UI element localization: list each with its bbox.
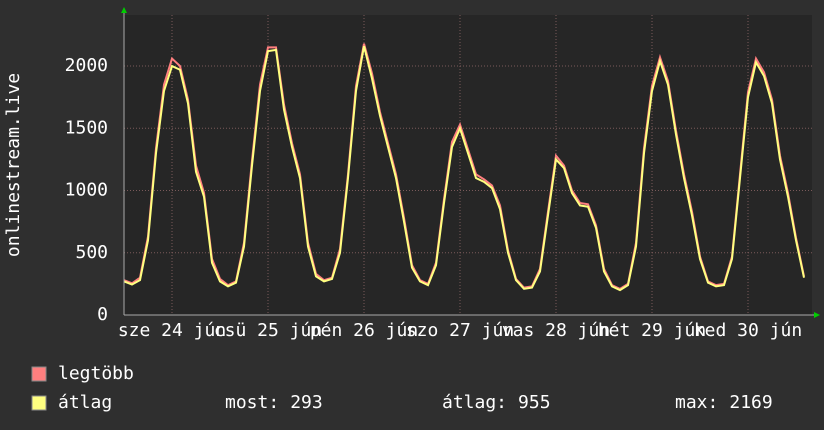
legend-label: legtöbb xyxy=(58,363,134,384)
stat-value: 293 xyxy=(290,392,323,413)
x-tick-label: vas 28 jún xyxy=(502,320,610,341)
y-tick-label: 500 xyxy=(75,242,108,263)
y-tick-label: 1500 xyxy=(65,117,108,138)
x-tick-label: sze 24 jún xyxy=(118,320,226,341)
x-tick-label: csü 25 jún xyxy=(214,320,322,341)
stat-label: most: xyxy=(225,392,279,413)
y-axis-label: onlinestream.live xyxy=(3,73,24,257)
x-tick-label: pén 26 jún xyxy=(310,320,418,341)
legend-label: átlag xyxy=(58,392,112,413)
y-tick-label: 2000 xyxy=(65,55,108,76)
legend-swatch xyxy=(31,395,47,411)
stat-label: átlag: xyxy=(442,392,507,413)
y-tick-label: 0 xyxy=(97,304,108,325)
plot-area xyxy=(124,15,812,315)
stat-value: 2169 xyxy=(729,392,772,413)
y-tick-label: 1000 xyxy=(65,180,108,201)
x-axis-arrow xyxy=(814,312,820,318)
x-tick-label: hét 29 jún xyxy=(598,320,706,341)
legend-swatch xyxy=(31,366,47,382)
y-axis-arrow xyxy=(121,7,127,13)
x-tick-label: ked 30 jún xyxy=(694,320,802,341)
stat-label: max: xyxy=(675,392,718,413)
x-tick-label: szo 27 jún xyxy=(406,320,514,341)
stat-value: 955 xyxy=(518,392,551,413)
line xyxy=(123,45,805,292)
